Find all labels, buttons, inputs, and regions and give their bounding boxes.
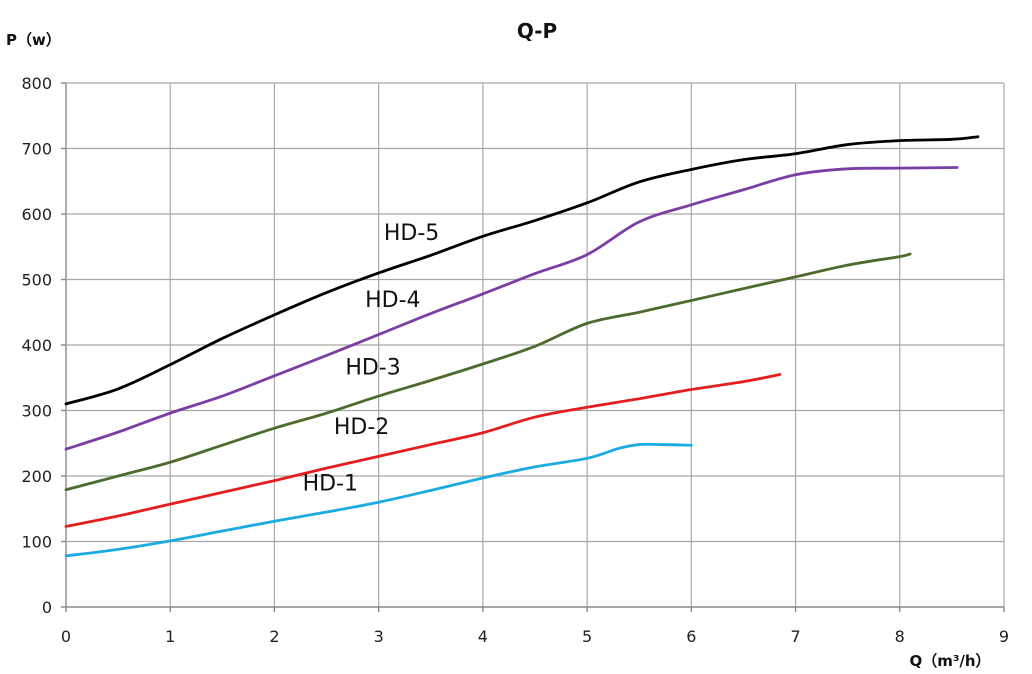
x-tick-label-6: 6 xyxy=(686,627,696,646)
series-line-hd-5 xyxy=(64,135,980,406)
y-tick-label-200: 200 xyxy=(21,467,52,486)
series-label-hd-4: HD-4 xyxy=(365,288,420,313)
x-axis-title: Q（m³/h） xyxy=(909,652,990,670)
series-line-hd-4 xyxy=(64,166,959,451)
y-tick-label-800: 800 xyxy=(21,74,52,93)
series-line-hd-1 xyxy=(64,442,693,558)
y-tick-label-700: 700 xyxy=(21,140,52,159)
series-label-hd-2: HD-2 xyxy=(334,415,389,440)
x-tick-label-9: 9 xyxy=(999,627,1009,646)
y-tick-label-100: 100 xyxy=(21,533,52,552)
series-layer xyxy=(64,135,980,558)
grid-layer xyxy=(65,82,1005,608)
y-tick-label-300: 300 xyxy=(21,402,52,421)
x-tick-label-2: 2 xyxy=(269,627,279,646)
x-tick-label-0: 0 xyxy=(61,627,71,646)
series-label-hd-1: HD-1 xyxy=(303,471,358,496)
tick-layer: 0 1 2 3 4 5 6 7 8 9 0 100 200 300 400 500 600 700 800 xyxy=(21,74,1009,646)
y-tick-label-0: 0 xyxy=(42,598,52,617)
label-layer: HD-1 HD-2 HD-3 HD-4 HD-5 xyxy=(303,221,440,496)
y-axis-title: P（w） xyxy=(6,31,61,49)
series-label-hd-5: HD-5 xyxy=(384,221,439,246)
series-line-hd-3 xyxy=(64,252,912,492)
y-tick-label-400: 400 xyxy=(21,336,52,355)
y-tick-label-600: 600 xyxy=(21,205,52,224)
y-tick-label-500: 500 xyxy=(21,271,52,290)
series-line-hd-2 xyxy=(64,373,782,528)
x-tick-label-1: 1 xyxy=(165,627,175,646)
x-tick-label-5: 5 xyxy=(582,627,592,646)
series-label-hd-3: HD-3 xyxy=(345,355,400,380)
x-tick-label-7: 7 xyxy=(790,627,800,646)
chart-title: Q-P xyxy=(517,19,557,43)
x-tick-label-3: 3 xyxy=(374,627,384,646)
x-tick-label-4: 4 xyxy=(478,627,488,646)
x-tick-label-8: 8 xyxy=(895,627,905,646)
